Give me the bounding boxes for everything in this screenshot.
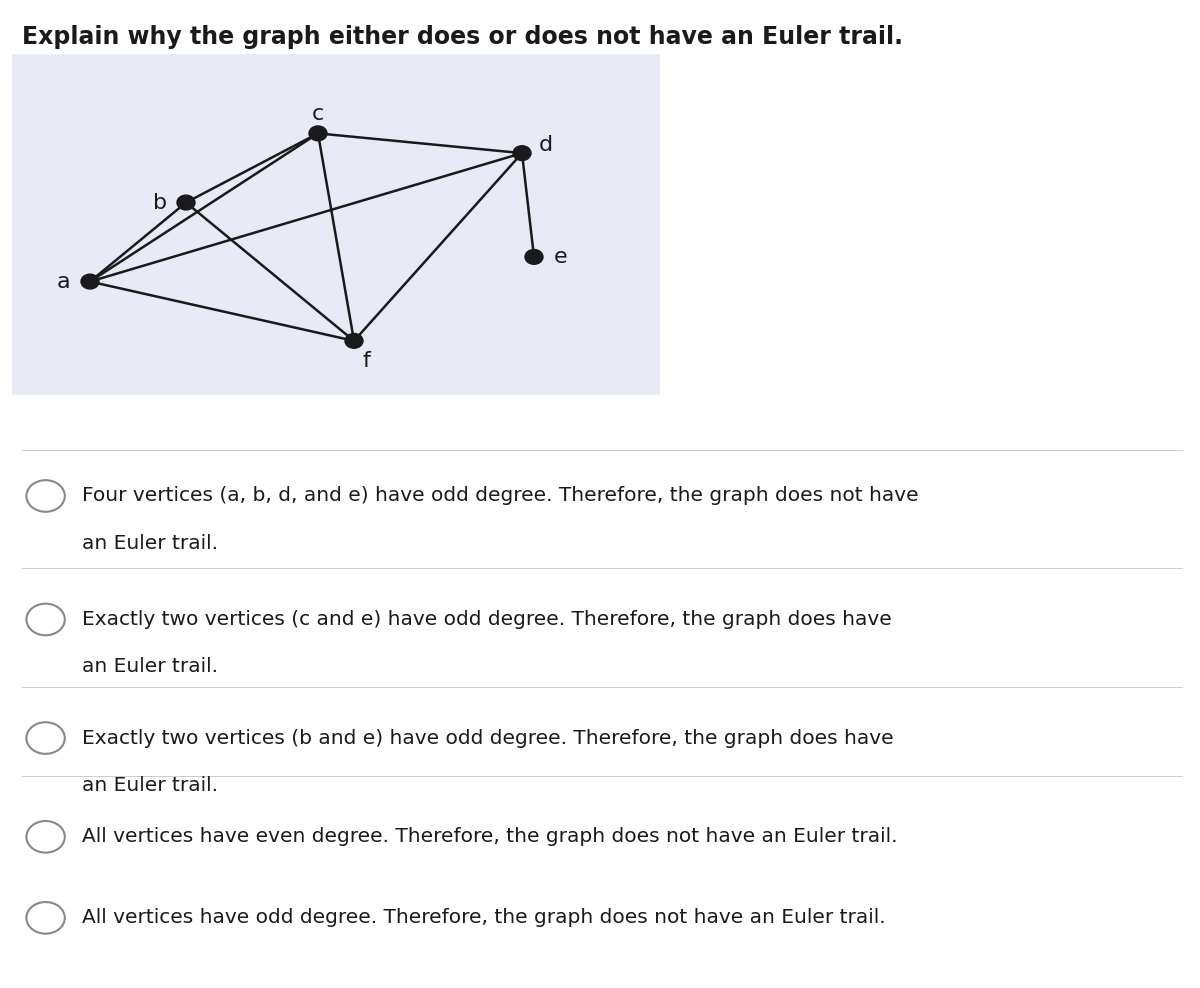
Text: e: e: [553, 247, 568, 267]
Text: f: f: [362, 351, 370, 370]
Text: All vertices have odd degree. Therefore, the graph does not have an Euler trail.: All vertices have odd degree. Therefore,…: [82, 908, 886, 928]
Text: All vertices have even degree. Therefore, the graph does not have an Euler trail: All vertices have even degree. Therefore…: [82, 827, 898, 847]
Text: an Euler trail.: an Euler trail.: [82, 776, 217, 795]
Text: b: b: [152, 193, 167, 212]
Text: Exactly two vertices (c and e) have odd degree. Therefore, the graph does have: Exactly two vertices (c and e) have odd …: [82, 610, 892, 629]
Circle shape: [178, 196, 194, 210]
Text: Four vertices (a, b, d, and e) have odd degree. Therefore, the graph does not ha: Four vertices (a, b, d, and e) have odd …: [82, 486, 918, 506]
FancyBboxPatch shape: [12, 54, 660, 395]
Text: an Euler trail.: an Euler trail.: [82, 534, 217, 553]
Circle shape: [346, 334, 364, 349]
Circle shape: [514, 146, 530, 161]
Circle shape: [310, 126, 326, 141]
Text: an Euler trail.: an Euler trail.: [82, 657, 217, 677]
Text: c: c: [312, 104, 324, 124]
Circle shape: [526, 250, 542, 265]
Text: d: d: [539, 135, 553, 155]
Circle shape: [82, 275, 98, 289]
Text: Explain why the graph either does or does not have an Euler trail.: Explain why the graph either does or doe…: [22, 25, 902, 48]
Text: a: a: [56, 272, 71, 291]
Text: Exactly two vertices (b and e) have odd degree. Therefore, the graph does have: Exactly two vertices (b and e) have odd …: [82, 728, 893, 748]
